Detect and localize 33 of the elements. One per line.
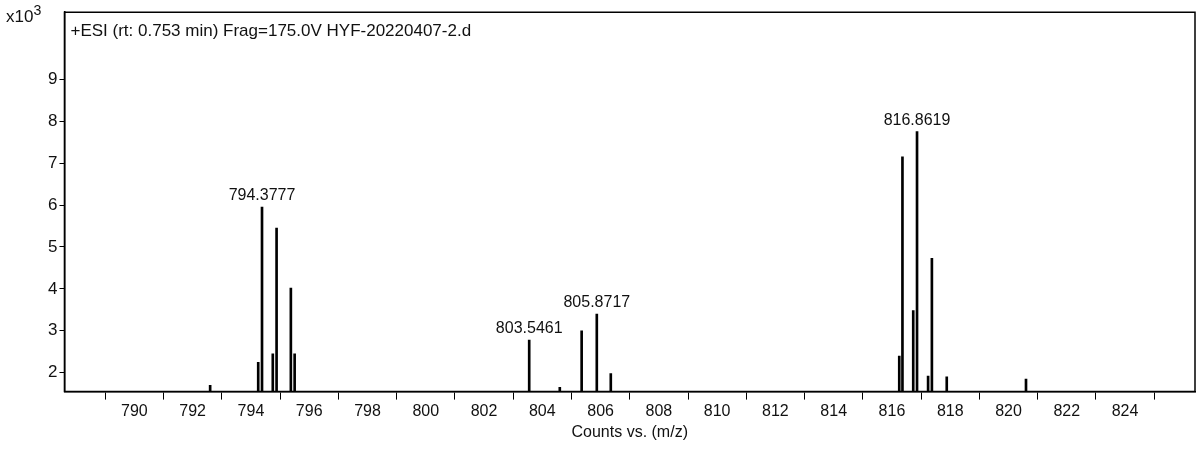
annotation: 803.5461 <box>495 319 563 337</box>
annotation: 805.8717 <box>563 293 631 311</box>
x-tick-label: 796 <box>295 401 323 419</box>
x-tick-label: 808 <box>645 401 673 419</box>
x-tick-label: 816 <box>878 401 906 419</box>
y-tick-label: 9 <box>47 68 58 88</box>
x-tick-label: 822 <box>1053 401 1081 419</box>
x-tick-label: 824 <box>1111 401 1139 419</box>
x-tick-label: 794 <box>237 401 265 419</box>
annotation: 794.3777 <box>228 186 296 204</box>
x-tick-label: 792 <box>179 401 207 419</box>
y-axis-title: x10$^{3}$ <box>6 2 42 27</box>
annotation: 816.8619 <box>883 110 951 128</box>
x-tick-label: 810 <box>703 401 731 419</box>
x-axis-title: Counts vs. (m/z) <box>571 422 688 440</box>
x-tick-label: 806 <box>587 401 615 419</box>
y-tick-label: 2 <box>47 362 58 382</box>
y-tick-label: 3 <box>47 320 58 340</box>
y-tick-label: 6 <box>47 194 58 214</box>
x-tick-label: 802 <box>470 401 498 419</box>
y-tick-label: 7 <box>47 152 58 172</box>
x-tick-label: 790 <box>121 401 148 419</box>
text: +ESI (rt: 0.753 min) Frag=175.0V HYF-20220407-2.d <box>70 21 472 41</box>
y-tick-label: 4 <box>47 278 58 298</box>
x-tick-label: 812 <box>762 401 789 419</box>
x-tick-label: 818 <box>936 401 964 419</box>
x-tick-label: 820 <box>995 401 1022 419</box>
x-tick-label: 798 <box>354 401 381 419</box>
x-tick-label: 804 <box>528 401 556 419</box>
y-tick-label: 8 <box>47 110 58 130</box>
y-tick-label: 5 <box>47 236 58 256</box>
x-tick-label: 814 <box>820 401 848 419</box>
x-tick-label: 800 <box>412 401 440 419</box>
